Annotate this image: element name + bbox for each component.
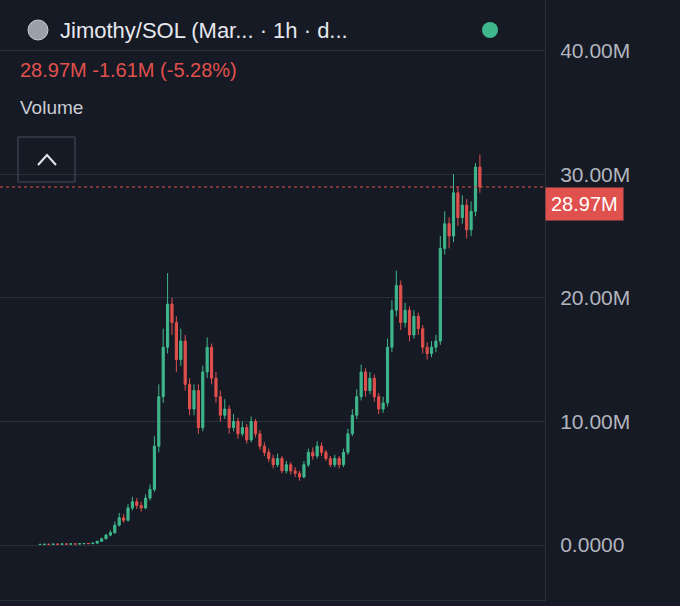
svg-text:28.97M -1.61M (-5.28%): 28.97M -1.61M (-5.28%) xyxy=(20,59,237,81)
svg-text:30.00M: 30.00M xyxy=(560,163,630,186)
svg-text:28.97M: 28.97M xyxy=(551,193,618,215)
svg-text:20.00M: 20.00M xyxy=(560,286,630,309)
svg-text:0.0000: 0.0000 xyxy=(560,533,624,556)
svg-text:Jimothy/SOL (Mar... · 1h · d..: Jimothy/SOL (Mar... · 1h · d... xyxy=(60,18,348,43)
svg-text:10.00M: 10.00M xyxy=(560,410,630,433)
svg-text:Volume: Volume xyxy=(20,97,83,118)
svg-text:40.00M: 40.00M xyxy=(560,39,630,62)
